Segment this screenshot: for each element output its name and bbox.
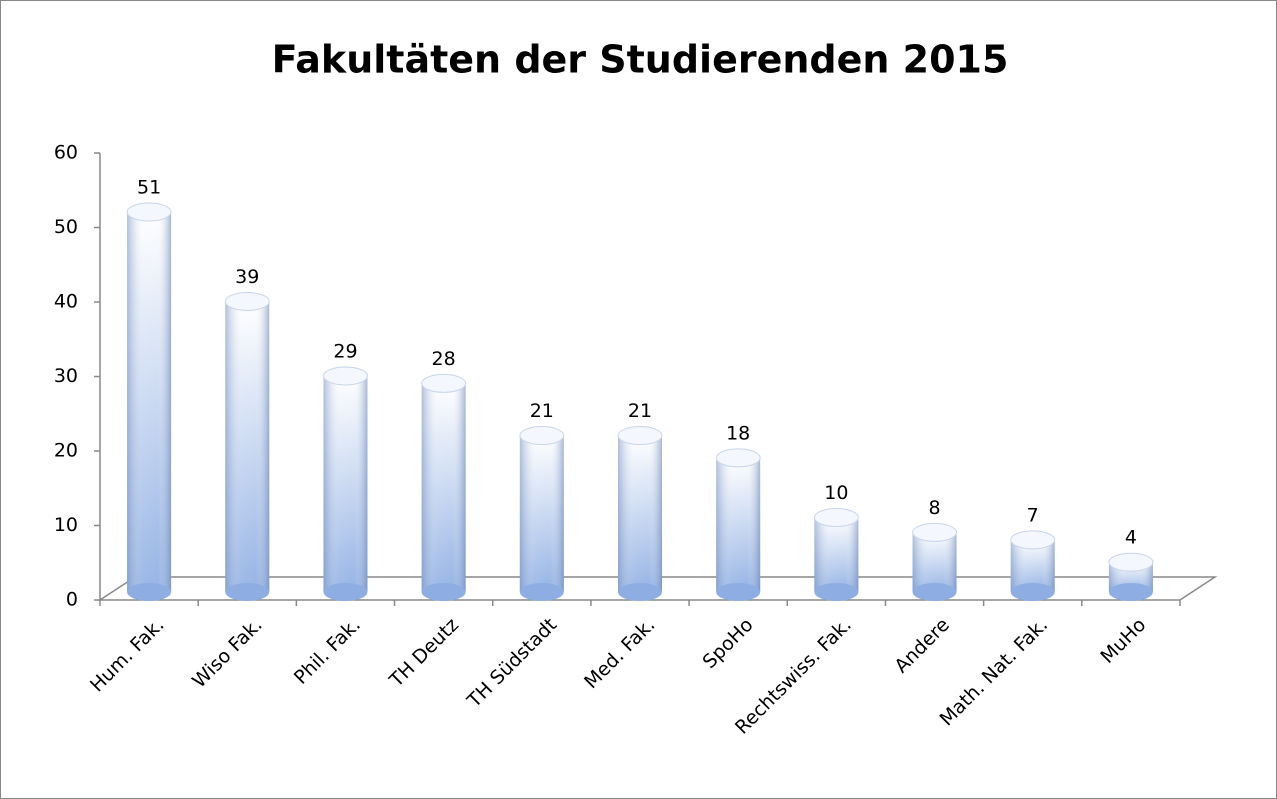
bar-bottom <box>127 583 172 601</box>
bar <box>813 508 859 601</box>
bar-shade <box>127 212 172 593</box>
bar-shade <box>323 375 368 592</box>
bar-cap <box>1010 530 1056 550</box>
bar-cap <box>813 508 859 527</box>
bar <box>715 448 761 601</box>
data-label: 29 <box>333 340 357 362</box>
y-tick-label: 30 <box>54 365 78 387</box>
data-label: 18 <box>726 422 750 444</box>
bar-bottom <box>1108 583 1153 601</box>
bar-bottom <box>814 583 859 601</box>
bar <box>126 202 172 601</box>
data-label: 28 <box>432 348 456 370</box>
data-label: 21 <box>628 400 652 422</box>
bar <box>224 291 270 601</box>
bar-cap <box>224 291 270 311</box>
bar-shade <box>519 435 564 592</box>
bar-shade <box>421 383 466 592</box>
y-tick-label: 40 <box>54 291 78 313</box>
y-tick-label: 50 <box>54 216 78 238</box>
bar-cap <box>519 426 565 446</box>
bar <box>519 426 565 601</box>
bar-shade <box>716 457 761 592</box>
y-tick-label: 60 <box>54 142 78 164</box>
bar <box>912 522 958 601</box>
bar-cap <box>617 426 663 446</box>
data-label: 8 <box>928 497 940 519</box>
bar-cap <box>1108 552 1154 572</box>
bar <box>1108 552 1154 601</box>
bar-cap <box>715 448 761 468</box>
bar <box>421 373 467 601</box>
bar-cap <box>421 373 467 393</box>
bar-shade <box>912 532 957 592</box>
bar-bottom <box>323 583 368 601</box>
data-label: 21 <box>530 400 554 422</box>
bar-shade <box>225 301 270 592</box>
data-label: 51 <box>137 177 161 199</box>
bar-shade <box>814 517 859 592</box>
chart-title: Fakultäten der Studierenden 2015 <box>272 38 1009 82</box>
bar-shade <box>618 435 662 592</box>
data-label: 39 <box>235 266 259 288</box>
bar-cap <box>322 366 368 386</box>
bar-bottom <box>912 583 957 601</box>
bar <box>322 366 368 601</box>
bar <box>1010 530 1056 601</box>
bar-cap <box>912 522 958 542</box>
bar-bottom <box>716 583 761 601</box>
data-label: 7 <box>1027 504 1039 526</box>
y-tick-label: 10 <box>54 514 78 536</box>
bar-bottom <box>225 583 270 601</box>
bar-cap <box>126 202 172 222</box>
bar <box>617 426 663 601</box>
y-tick-label: 0 <box>66 589 78 611</box>
bar-bottom <box>618 583 662 601</box>
bar-bottom <box>1010 583 1055 601</box>
y-tick-label: 20 <box>54 440 78 462</box>
bar-bottom <box>519 583 564 601</box>
floor <box>97 576 1218 601</box>
data-label: 10 <box>824 482 848 504</box>
data-label: 4 <box>1125 527 1137 549</box>
bar-bottom <box>421 583 466 601</box>
